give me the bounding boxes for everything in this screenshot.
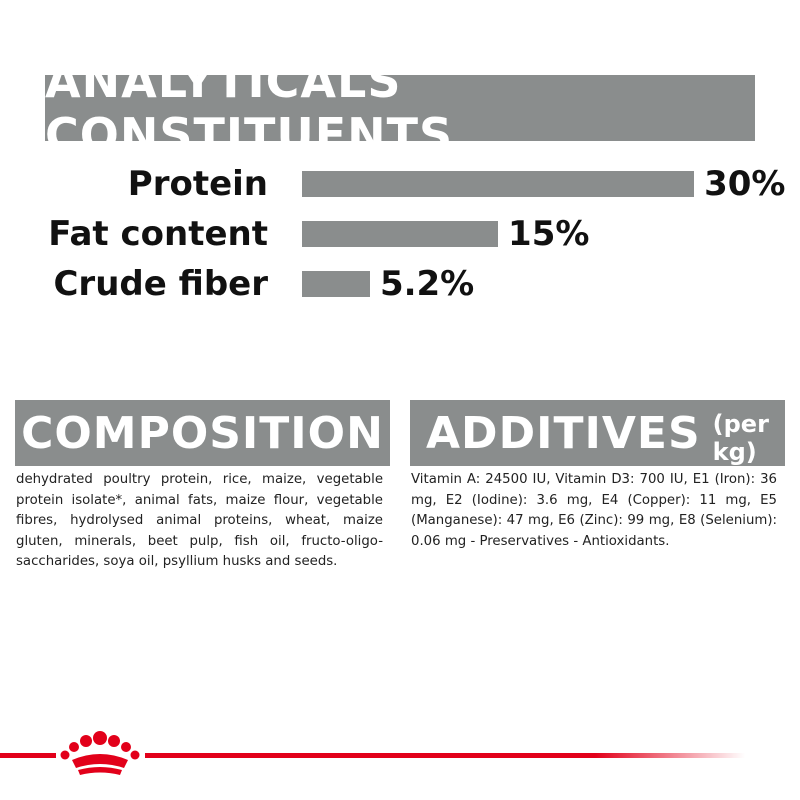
row-label: Protein bbox=[127, 164, 268, 204]
bar bbox=[302, 271, 370, 297]
section-title: ADDITIVES (per kg) bbox=[410, 400, 785, 466]
bar bbox=[302, 221, 499, 247]
unit: (per kg) bbox=[712, 410, 769, 466]
row-label: Crude fiber bbox=[53, 264, 268, 304]
crown-logo bbox=[60, 731, 140, 775]
bar-value: 30% bbox=[704, 164, 786, 204]
bar bbox=[302, 171, 695, 197]
additives-text: Vitamin A: 24500 IU, Vitamin D3: 700 IU,… bbox=[411, 472, 777, 549]
red-line bbox=[0, 753, 56, 758]
row-label: Fat content bbox=[48, 214, 268, 254]
composition-text: dehydrated poultry protein, rice, maize,… bbox=[16, 472, 383, 569]
bar-value: 5.2% bbox=[379, 264, 475, 304]
section-title: COMPOSITION bbox=[15, 400, 390, 466]
red-line bbox=[145, 753, 745, 758]
section-title: ANALYTICALS CONSTITUENTS bbox=[45, 54, 755, 162]
bar-value: 15% bbox=[508, 214, 590, 254]
title-text: ADDITIVES bbox=[426, 407, 701, 459]
